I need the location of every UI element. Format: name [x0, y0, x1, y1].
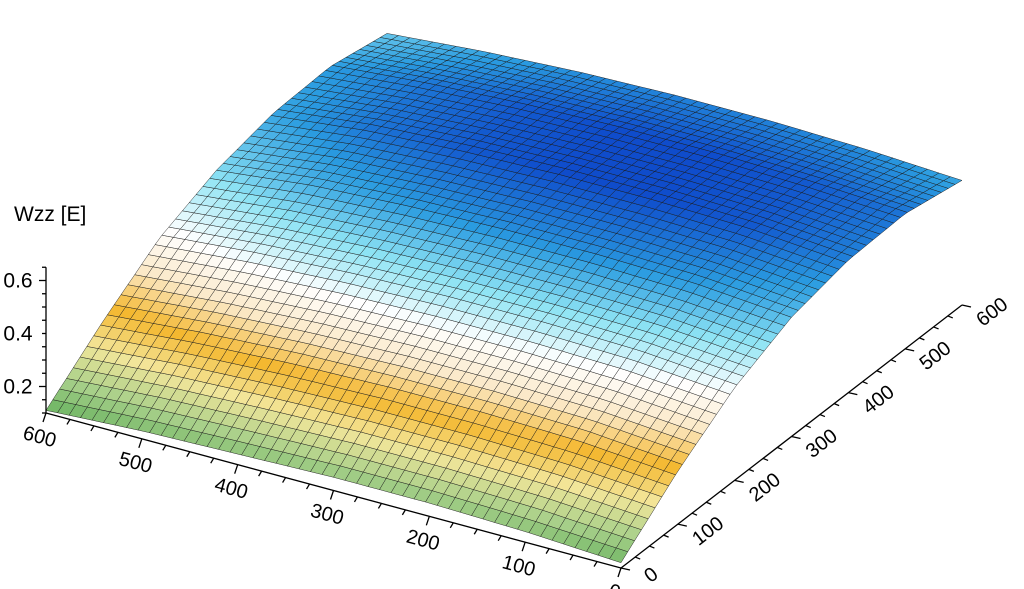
y-tick: [748, 468, 755, 472]
x-tick: [329, 490, 335, 500]
x-tick: [210, 457, 215, 464]
x-tick: [42, 412, 47, 423]
x-tick-label: 600: [21, 422, 59, 452]
y-tick: [933, 326, 939, 330]
x-tick-label: 100: [500, 551, 538, 581]
x-tick: [521, 541, 526, 552]
y-tick: [833, 403, 840, 407]
y-tick: [649, 545, 655, 549]
x-tick: [258, 470, 263, 477]
y-tick-label: 100: [688, 513, 728, 551]
y-tick: [734, 479, 744, 483]
x-tick: [569, 554, 574, 561]
y-tick: [890, 359, 897, 363]
y-tick: [805, 424, 811, 429]
y-tick-label: 600: [972, 293, 1012, 331]
x-tick: [353, 496, 359, 503]
y-tick: [848, 392, 858, 396]
y-tick: [762, 457, 769, 462]
x-tick: [186, 451, 191, 458]
y-tick: [905, 348, 915, 352]
x-tick-label: 300: [308, 500, 346, 530]
x-tick: [66, 419, 71, 425]
z-axis-label: Wzz [E]: [14, 203, 87, 226]
y-tick: [876, 370, 882, 374]
z-tick-label: 0.6: [3, 270, 32, 293]
x-tick: [425, 516, 430, 526]
x-tick: [473, 528, 478, 535]
y-tick: [691, 512, 698, 516]
y-tick: [862, 381, 868, 385]
y-tick: [819, 413, 826, 418]
x-tick: [497, 535, 502, 542]
x-tick: [138, 438, 143, 449]
y-tick: [947, 315, 954, 319]
x-tick-label: 500: [116, 448, 154, 478]
y-tick: [677, 523, 687, 527]
x-tick: [545, 548, 550, 554]
x-tick: [593, 561, 598, 567]
x-tick: [305, 483, 311, 490]
y-tick-label: 400: [859, 381, 899, 419]
y-tick: [777, 446, 783, 451]
z-tick-label: 0.4: [3, 323, 33, 346]
x-tick-label: 0: [606, 580, 622, 589]
x-tick: [234, 464, 239, 474]
surface-cell: [943, 176, 963, 185]
y-tick-label: 0: [640, 563, 662, 587]
x-tick-label: 400: [212, 474, 250, 504]
y-tick: [663, 534, 669, 538]
x-tick: [90, 425, 95, 432]
y-tick-label: 200: [745, 469, 785, 507]
y-tick: [919, 337, 925, 341]
y-tick: [961, 304, 972, 308]
y-tick: [620, 567, 631, 571]
x-tick: [377, 503, 382, 509]
x-tick-label: 200: [404, 526, 442, 556]
x-tick: [114, 432, 119, 438]
x-tick: [401, 509, 406, 516]
surface-mesh: [45, 33, 963, 563]
x-tick: [449, 522, 454, 529]
x-tick: [617, 567, 622, 578]
z-tick-label: 0.2: [3, 376, 32, 399]
x-tick: [282, 477, 287, 483]
x-tick: [162, 444, 167, 451]
y-tick-label: 300: [802, 425, 842, 463]
y-tick: [720, 490, 726, 494]
y-tick: [791, 435, 801, 440]
y-tick-label: 500: [916, 337, 956, 375]
y-tick: [706, 501, 712, 505]
y-tick: [634, 556, 641, 560]
